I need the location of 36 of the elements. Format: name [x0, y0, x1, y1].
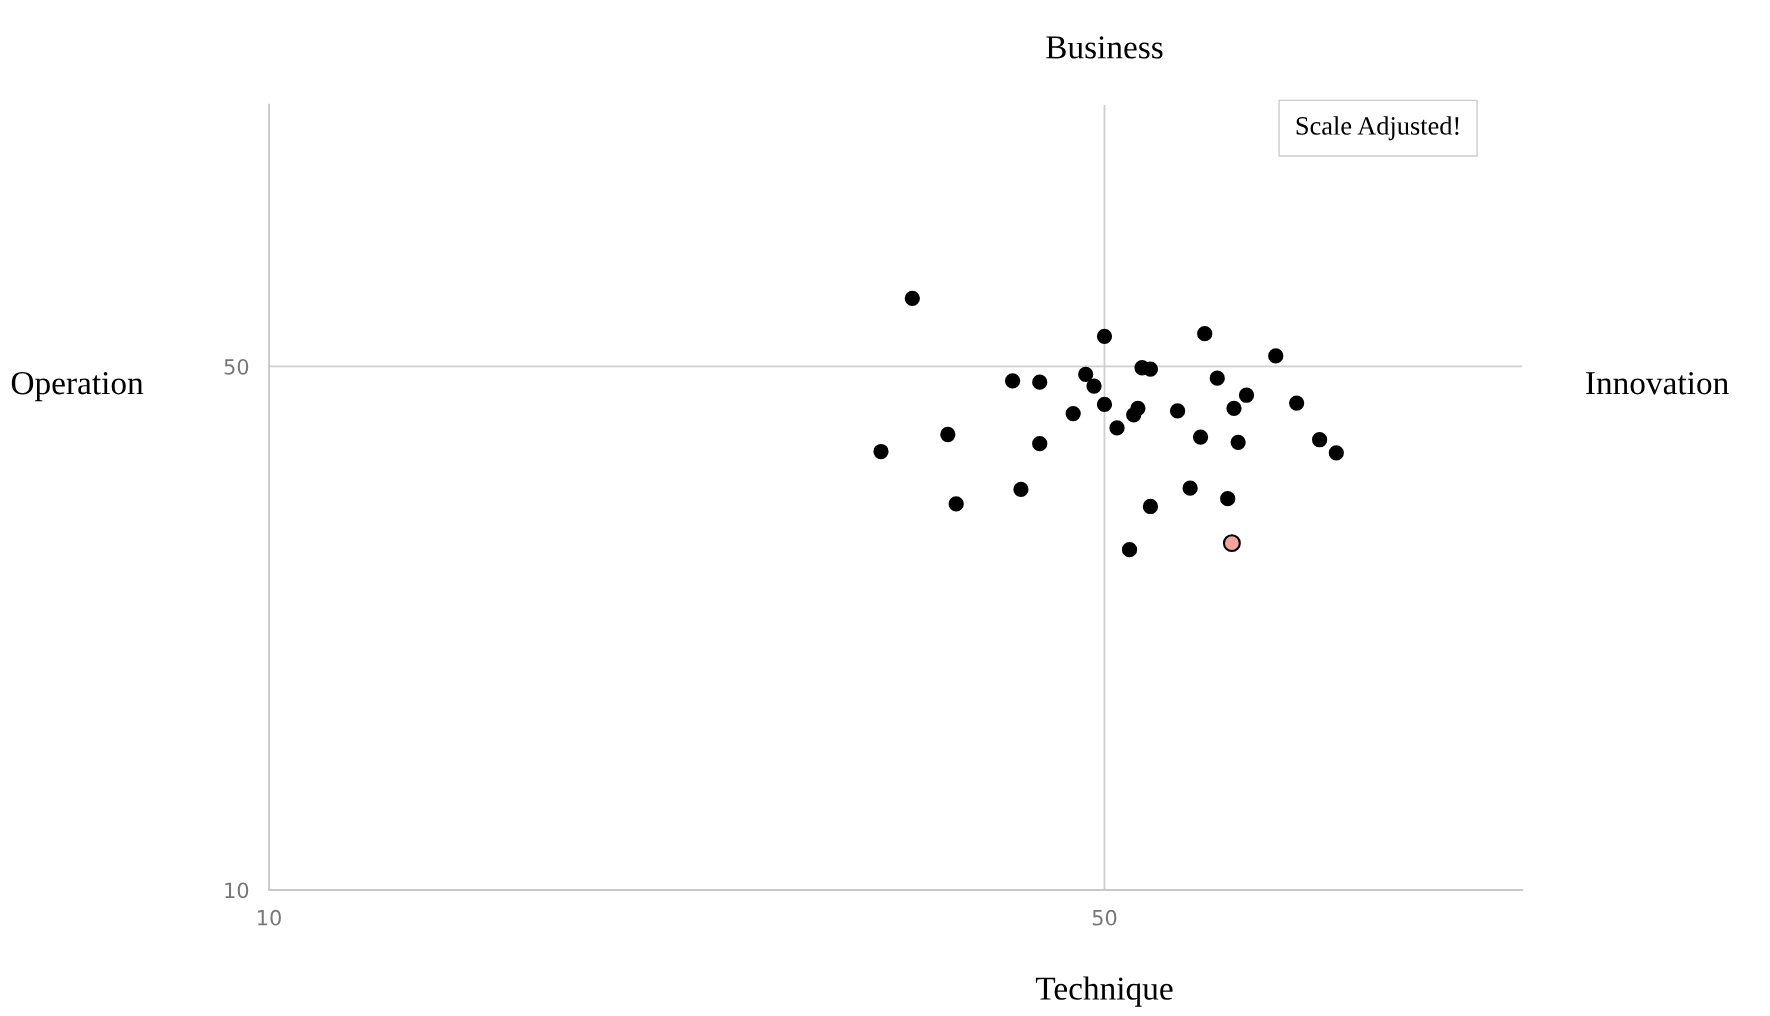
point [1197, 326, 1213, 342]
text: Innovation [1586, 372, 1729, 395]
point [948, 496, 964, 512]
point [1182, 480, 1198, 496]
y-axis-title: Operation [11, 372, 144, 402]
point [940, 426, 956, 443]
point [1096, 328, 1113, 344]
x-axis-title: Technique [1035, 976, 1173, 1007]
point [1096, 396, 1113, 413]
point [1238, 387, 1255, 403]
point [1289, 395, 1305, 411]
point [1126, 407, 1142, 423]
chart-title: Business [1046, 36, 1163, 59]
point [1328, 445, 1344, 461]
point [1209, 370, 1225, 386]
point [1086, 378, 1102, 394]
point [1032, 374, 1048, 390]
point [1004, 373, 1021, 389]
point [1032, 436, 1048, 452]
point [1222, 534, 1241, 553]
point [873, 443, 889, 460]
point [1220, 491, 1236, 507]
point [1121, 542, 1138, 558]
point [1311, 432, 1328, 448]
point [1078, 366, 1094, 382]
point [1109, 420, 1125, 436]
point [1226, 400, 1242, 416]
point [1169, 403, 1186, 419]
point [1065, 405, 1081, 422]
point [1192, 429, 1209, 445]
point [1230, 434, 1246, 450]
point [904, 290, 920, 306]
annotation: Scale Adjusted! [1296, 116, 1459, 141]
point [1268, 348, 1284, 364]
point [1013, 481, 1029, 498]
point [1142, 498, 1159, 515]
